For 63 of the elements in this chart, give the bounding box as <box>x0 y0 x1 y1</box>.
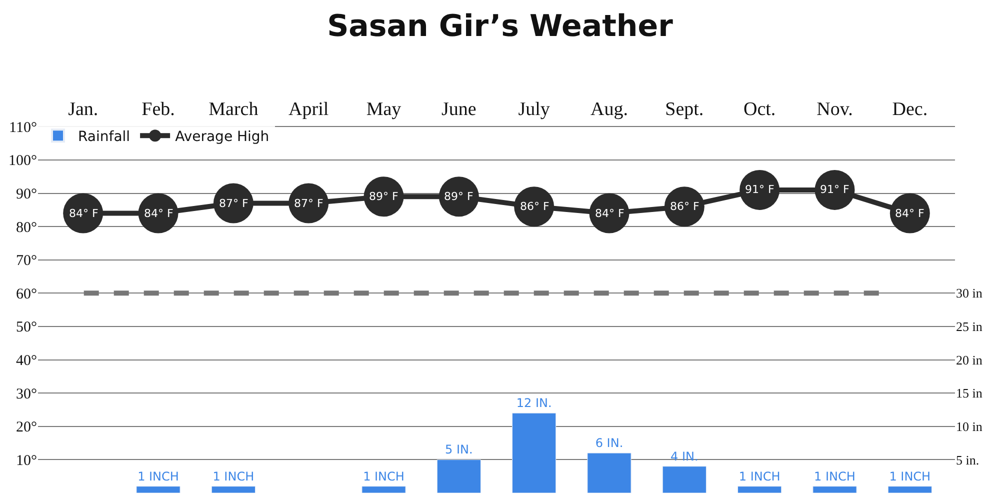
x-tick-label: May <box>366 99 402 120</box>
x-tick-label: Nov. <box>816 99 853 120</box>
data-label: 91° F <box>745 183 774 196</box>
x-tick-label: April <box>288 99 329 120</box>
x-tick-label: Feb. <box>142 99 175 120</box>
bar <box>362 486 406 493</box>
y-tick-label: 50° <box>16 320 37 336</box>
data-label: 87° F <box>294 197 324 210</box>
x-tick-label: Dec. <box>892 99 928 120</box>
y-tick-label: 10° <box>16 452 37 469</box>
data-label: 1 INCH <box>138 469 179 484</box>
y-tick-label: 20° <box>16 420 37 436</box>
x-tick-label: June <box>442 99 476 120</box>
data-label: 84° F <box>144 207 174 220</box>
chart-title: Sasan Gir’s Weather <box>327 8 674 44</box>
y-tick-label: 80° <box>16 220 37 236</box>
data-label: 87° F <box>219 197 248 210</box>
y2-tick-label: 15 in <box>956 386 983 401</box>
y2-tick-label: 5 in. <box>956 452 980 468</box>
y2-tick-label: 10 in <box>956 418 983 434</box>
data-label: 84° F <box>595 207 624 220</box>
bar <box>738 486 782 493</box>
y-tick-label: 60° <box>16 286 37 302</box>
x-tick-label: Oct. <box>743 99 776 120</box>
x-tick-label: Jan. <box>68 99 98 120</box>
data-label: 1 INCH <box>738 469 780 484</box>
y-tick-label: 40° <box>16 353 37 370</box>
x-tick-label: Sept. <box>665 99 704 120</box>
bar <box>812 486 857 493</box>
bar <box>211 486 256 493</box>
y2-tick-label: 25 in <box>956 319 983 334</box>
data-label: 91° F <box>820 183 850 196</box>
bar <box>136 486 180 493</box>
legend-label: Rainfall <box>78 129 130 146</box>
y-tick-label: 70° <box>16 253 37 270</box>
data-label: 1 INCH <box>363 469 404 484</box>
legend-label: Average High <box>175 129 270 146</box>
data-label: 1 INCH <box>889 469 931 484</box>
bar <box>512 412 556 493</box>
data-label: 6 IN. <box>595 436 624 450</box>
x-tick-label: Aug. <box>590 99 628 120</box>
bar <box>662 466 706 493</box>
data-label: 84° F <box>895 207 924 220</box>
bar <box>888 486 932 493</box>
data-label: 5 IN. <box>445 442 473 457</box>
data-label: 1 INCH <box>814 469 856 484</box>
data-label: 12 IN. <box>516 396 552 410</box>
data-label: 89° F <box>369 190 398 203</box>
y-tick-label: 90° <box>16 186 37 203</box>
data-label: 89° F <box>444 190 474 203</box>
data-label: 86° F <box>520 200 550 213</box>
data-label: 1 INCH <box>212 469 254 484</box>
bar <box>587 452 632 493</box>
x-tick-label: March <box>208 99 259 120</box>
y2-tick-label: 20 in <box>956 352 983 368</box>
data-label: 86° F <box>670 200 700 213</box>
data-label: 84° F <box>69 207 98 220</box>
y-tick-label: 30° <box>16 386 37 402</box>
bar <box>436 459 481 493</box>
y2-tick-label: 30 in <box>956 286 983 301</box>
y-tick-label: 100° <box>8 153 37 170</box>
x-tick-label: July <box>518 99 550 120</box>
y-tick-label: 110° <box>9 120 37 136</box>
